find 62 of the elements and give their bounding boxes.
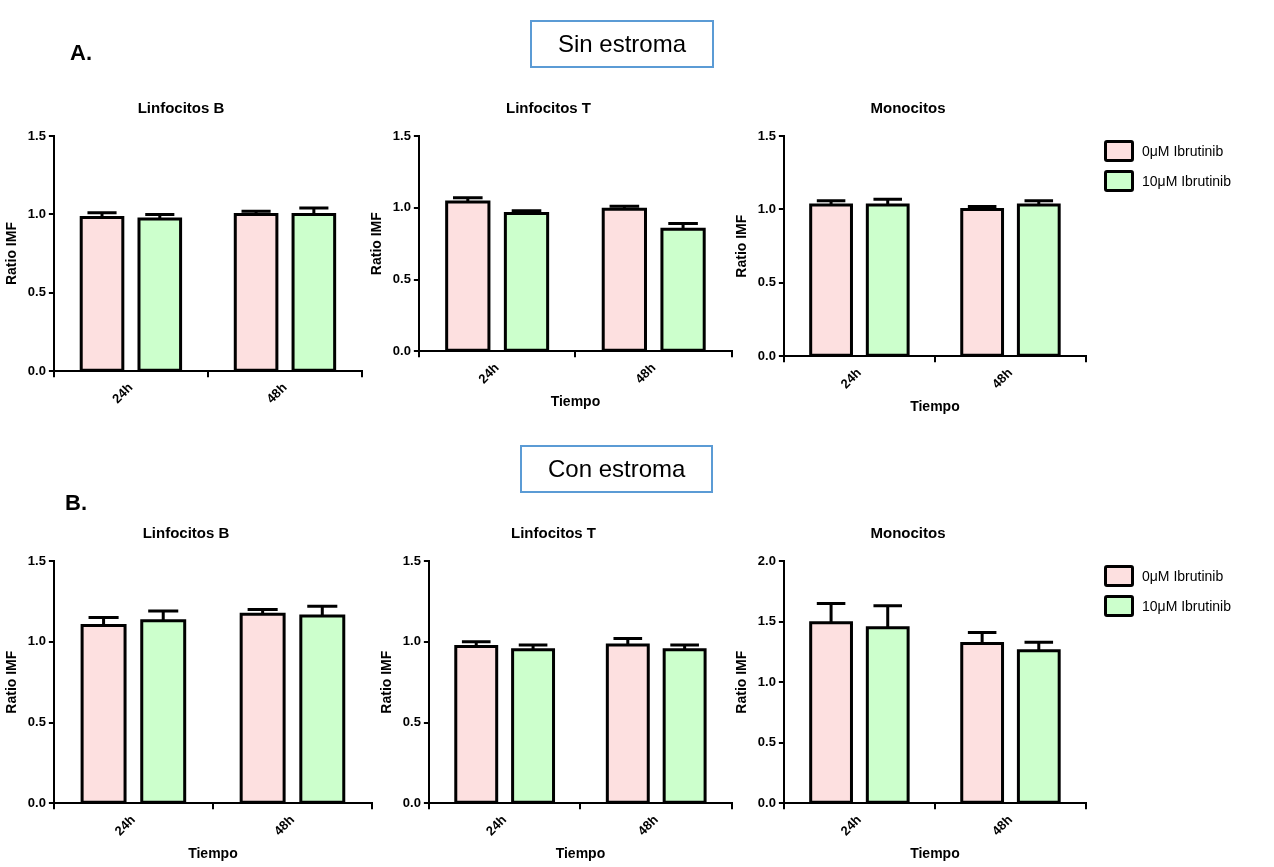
y-tick-label: 0.5 [27, 714, 46, 730]
legend-label: 10μM Ibrutinib [1142, 598, 1231, 614]
y-tick-label: 1.0 [27, 633, 46, 649]
x-axis-title: Tiempo [910, 398, 960, 415]
y-tick-label: 1.0 [757, 673, 776, 689]
y-tick-label: 0.0 [402, 794, 421, 810]
chart-title: Monocitos [870, 524, 946, 542]
x-tick-label: 48h [988, 364, 1016, 392]
y-tick-label: 0.0 [392, 342, 411, 358]
y-tick-label: 0.0 [27, 794, 46, 810]
y-tick-label: 0.5 [757, 274, 776, 290]
y-axis-title: Ratio IMF [378, 650, 395, 714]
x-axis-title: Tiempo [555, 845, 606, 862]
legend-label: 10μM Ibrutinib [1142, 173, 1231, 189]
text: Sin estroma [530, 20, 715, 68]
text: A. [70, 40, 92, 66]
y-tick-label: 1.5 [757, 127, 776, 143]
x-tick-label: 24h [837, 364, 865, 392]
y-axis-title: Ratio IMF [733, 214, 750, 278]
y-tick-label: 0.5 [402, 714, 421, 730]
x-axis-title: Tiempo [188, 845, 238, 862]
y-tick-label: 1.5 [757, 613, 776, 629]
x-tick-label: 24h [482, 811, 510, 839]
y-axis-title: Ratio IMF [3, 650, 20, 714]
x-tick-label: 48h [270, 811, 298, 839]
chart-title: Linfocitos T [511, 524, 596, 542]
x-tick-label: 48h [263, 379, 290, 407]
y-tick-label: 1.5 [392, 127, 411, 143]
y-tick-label: 0.0 [757, 794, 776, 810]
y-axis-title: Ratio IMF [3, 221, 20, 286]
x-tick-label: 48h [988, 811, 1016, 839]
chart-title: Monocitos [870, 99, 946, 117]
chart-title: Linfocitos B [137, 99, 225, 117]
legend-label: 0μM Ibrutinib [1142, 568, 1224, 584]
y-tick-label: 0.5 [757, 734, 776, 750]
x-tick-label: 24h [837, 811, 865, 839]
y-tick-label: 1.5 [402, 552, 421, 568]
x-tick-label: 24h [111, 811, 139, 839]
x-tick-label: 24h [475, 359, 502, 387]
x-tick-label: 48h [631, 359, 659, 387]
x-tick-label: 24h [109, 379, 136, 407]
y-tick-label: 0.5 [27, 284, 46, 300]
y-tick-label: 0.5 [392, 271, 411, 287]
chart-title: Linfocitos B [142, 524, 230, 542]
y-tick-label: 1.0 [402, 633, 421, 649]
y-tick-label: 1.0 [757, 201, 776, 217]
y-tick-label: 0.0 [27, 362, 46, 378]
y-tick-label: 1.5 [27, 127, 46, 143]
y-tick-label: 1.5 [27, 552, 46, 568]
text: B. [65, 490, 87, 516]
y-tick-label: 1.0 [392, 199, 411, 215]
y-tick-label: 2.0 [757, 552, 776, 568]
x-tick-label: 48h [634, 811, 661, 839]
x-axis-title: Tiempo [910, 845, 960, 862]
y-axis-title: Ratio IMF [368, 211, 385, 276]
chart-title: Linfocitos T [506, 99, 591, 117]
text: Con estroma [520, 445, 714, 493]
legend-label: 0μM Ibrutinib [1142, 143, 1224, 159]
y-axis-title: Ratio IMF [733, 650, 750, 714]
y-tick-label: 0.0 [757, 347, 776, 363]
x-axis-title: Tiempo [550, 393, 601, 410]
y-tick-label: 1.0 [27, 205, 46, 221]
